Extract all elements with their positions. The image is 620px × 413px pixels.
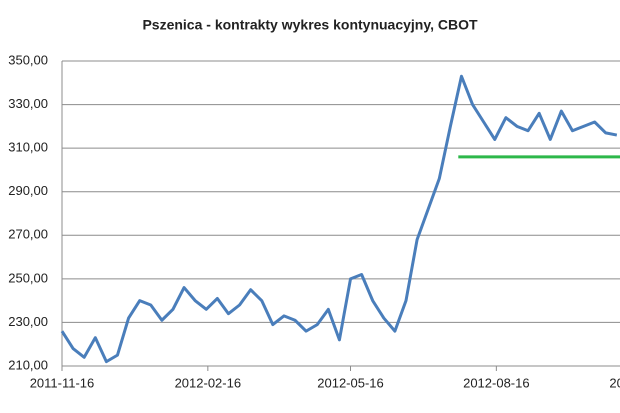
x-tick-label: 2012-02-16: [175, 375, 242, 390]
y-tick-label: 310,00: [8, 140, 48, 155]
y-tick-label: 330,00: [8, 96, 48, 111]
y-tick-label: 290,00: [8, 183, 48, 198]
x-tick-label: 2012-08-16: [463, 375, 530, 390]
y-tick-label: 230,00: [8, 314, 48, 329]
x-tick-label: 2012-05-16: [317, 375, 384, 390]
x-tick-label: 2012-11-16: [609, 375, 620, 390]
y-tick-label: 250,00: [8, 270, 48, 285]
y-tick-label: 350,00: [8, 52, 48, 67]
chart-title: Pszenica - kontrakty wykres kontynuacyjn…: [142, 17, 478, 33]
y-tick-label: 210,00: [8, 357, 48, 372]
x-tick-label: 2011-11-16: [30, 375, 95, 390]
price-line: [60, 74, 618, 364]
y-tick-label: 270,00: [8, 227, 48, 242]
